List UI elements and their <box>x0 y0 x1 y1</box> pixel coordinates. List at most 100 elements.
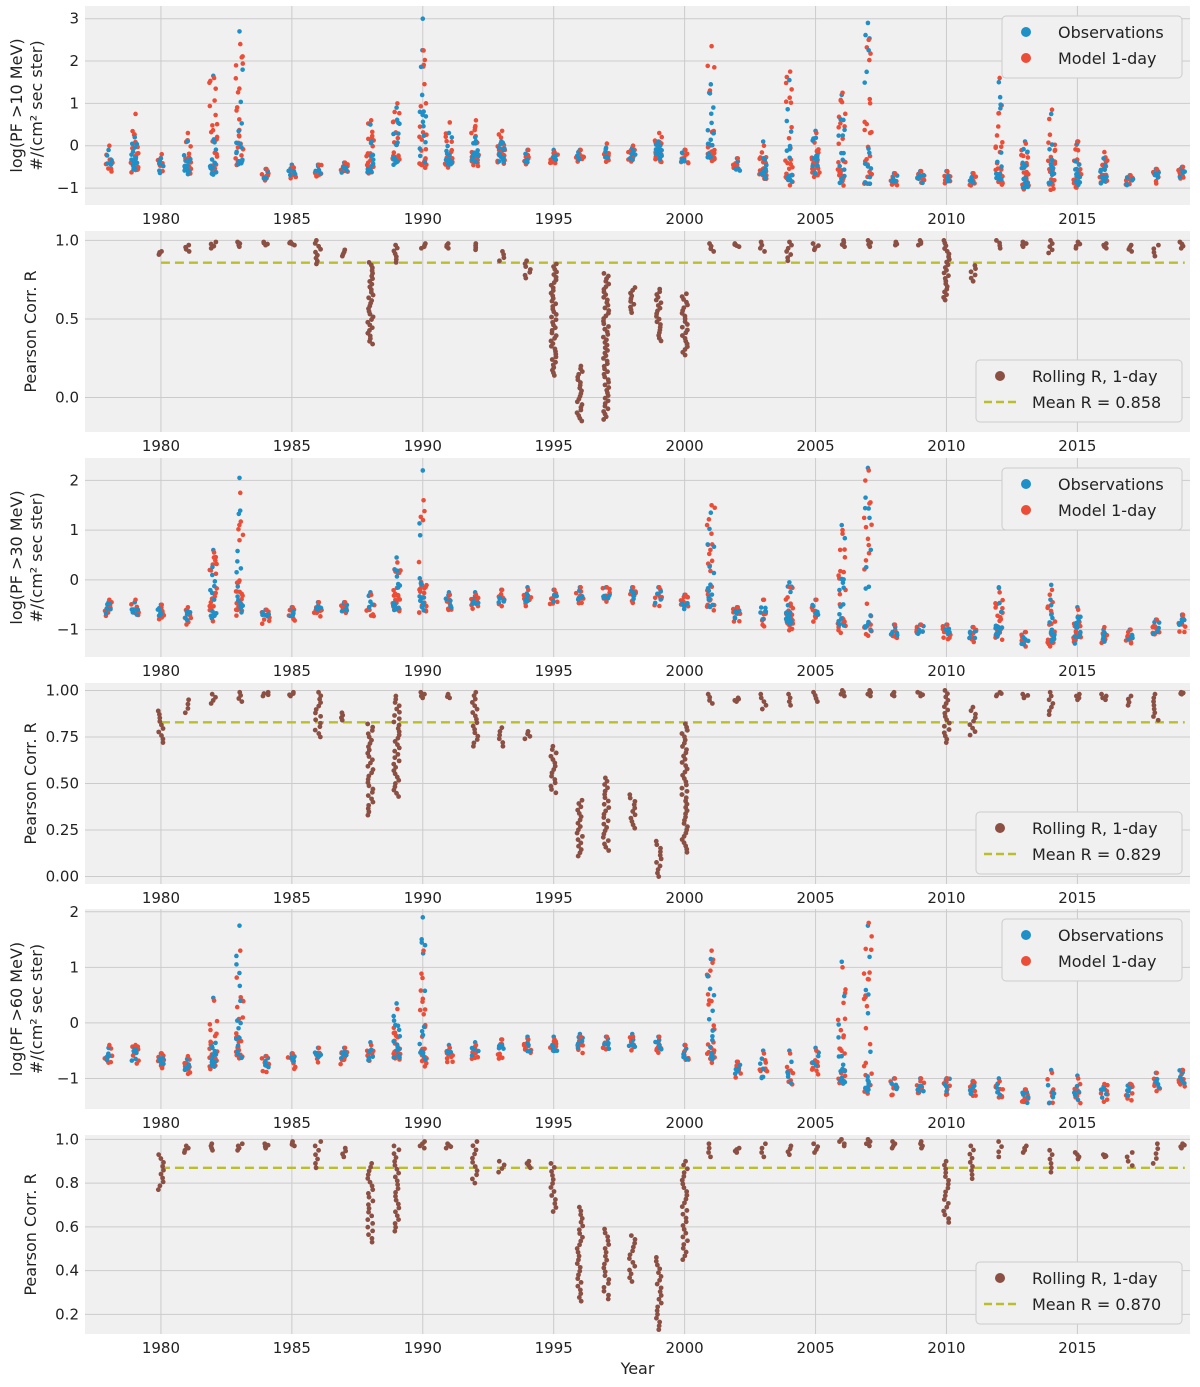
observation-point <box>286 168 291 174</box>
model-peak-point <box>237 490 243 496</box>
rolling-r-point <box>473 689 479 695</box>
model-peak-point <box>159 602 165 608</box>
observation-point <box>784 619 790 625</box>
observation-point <box>417 521 422 526</box>
model-point <box>786 628 792 633</box>
observation-point <box>707 526 712 532</box>
model-point <box>185 1071 191 1077</box>
observation-point <box>469 1053 475 1058</box>
observation-point <box>420 1032 426 1038</box>
observation-point <box>368 153 374 159</box>
x-tick-label: 2010 <box>927 210 965 228</box>
observation-point <box>942 1082 948 1087</box>
rolling-r-point <box>370 767 376 772</box>
rolling-r-point <box>576 1257 581 1263</box>
model-point <box>391 1030 397 1036</box>
observation-point <box>236 1025 241 1031</box>
observation-point <box>314 606 319 611</box>
rolling-r-point <box>891 689 897 695</box>
model-point <box>867 100 873 106</box>
observation-point <box>868 1049 873 1055</box>
observation-point <box>1124 181 1129 187</box>
legend-observations-marker <box>1021 930 1031 940</box>
rolling-r-point <box>839 1136 844 1142</box>
model-point <box>863 558 869 563</box>
observation-point <box>1050 165 1056 171</box>
observation-point <box>862 624 868 629</box>
x-tick-label: 2000 <box>666 1114 704 1132</box>
rolling-r-point <box>396 716 402 722</box>
rolling-r-point <box>657 1266 663 1272</box>
observation-point <box>789 1059 794 1065</box>
model-peak-point <box>1075 139 1081 144</box>
model-peak-point <box>997 590 1002 595</box>
observation-point <box>836 1035 841 1040</box>
model-point <box>420 975 425 981</box>
rolling-r-point <box>679 792 685 797</box>
rolling-r-point <box>605 838 611 844</box>
observation-point <box>866 47 871 53</box>
observation-point <box>105 1053 111 1058</box>
rolling-r-point <box>681 1242 687 1247</box>
rolling-r-point <box>968 275 974 281</box>
rolling-r-point <box>626 1256 632 1261</box>
rolling-r-point <box>653 838 659 844</box>
observation-point <box>240 67 245 72</box>
rolling-r-point <box>841 1141 847 1147</box>
rolling-r-point <box>550 743 556 749</box>
observation-point <box>997 600 1002 606</box>
observation-point <box>394 1042 400 1047</box>
observation-point <box>239 1055 244 1061</box>
model-point <box>234 613 239 618</box>
data-marks <box>102 465 1188 649</box>
rolling-r-point <box>370 724 376 730</box>
observation-point <box>1025 149 1030 155</box>
observation-point <box>708 137 714 143</box>
rolling-r-point <box>685 824 690 830</box>
observation-point <box>1045 1082 1051 1088</box>
observation-peak-point <box>420 915 426 920</box>
y-tick-label: 1 <box>69 94 79 112</box>
observation-point <box>288 1055 294 1061</box>
model-point <box>836 141 842 147</box>
observation-peak-point <box>184 139 190 144</box>
model-point <box>449 139 454 145</box>
rolling-r-point <box>315 1156 320 1162</box>
observation-point <box>103 611 109 616</box>
observation-point <box>393 142 399 148</box>
rolling-r-point <box>679 760 685 765</box>
x-tick-label: 2000 <box>666 889 704 907</box>
legend-observations-label: Observations <box>1058 23 1164 42</box>
panel-flux10: 1980 1985 1990 1995 2000 2005 2010 2015−10123lo… <box>7 6 1190 228</box>
model-point <box>840 136 845 141</box>
observation-point <box>812 171 818 177</box>
observation-point <box>421 109 426 114</box>
model-peak-point <box>290 604 295 610</box>
observation-point <box>419 1028 425 1034</box>
observation-point <box>654 591 660 597</box>
rolling-r-point <box>628 1233 634 1238</box>
rolling-r-point <box>1025 693 1031 698</box>
observation-point <box>706 588 712 593</box>
rolling-r-point <box>578 1291 584 1297</box>
model-peak-point <box>866 920 872 926</box>
rolling-r-point <box>392 713 397 718</box>
observation-point <box>368 1047 374 1053</box>
model-point <box>790 605 796 611</box>
model-point <box>214 1018 220 1024</box>
model-peak-point <box>185 604 191 610</box>
model-peak-point <box>316 162 322 168</box>
rolling-r-point <box>553 750 559 756</box>
observation-point <box>866 992 871 997</box>
observation-point <box>759 1056 765 1061</box>
x-tick-label: 2010 <box>927 889 965 907</box>
model-point <box>210 123 215 128</box>
observation-point <box>626 1043 632 1049</box>
model-point <box>810 607 816 613</box>
rolling-r-point <box>369 1236 375 1241</box>
observation-point <box>734 610 739 616</box>
observation-point <box>657 143 663 149</box>
observation-point <box>862 80 868 85</box>
x-tick-label: 2000 <box>666 662 704 680</box>
rolling-r-point <box>627 1267 632 1273</box>
